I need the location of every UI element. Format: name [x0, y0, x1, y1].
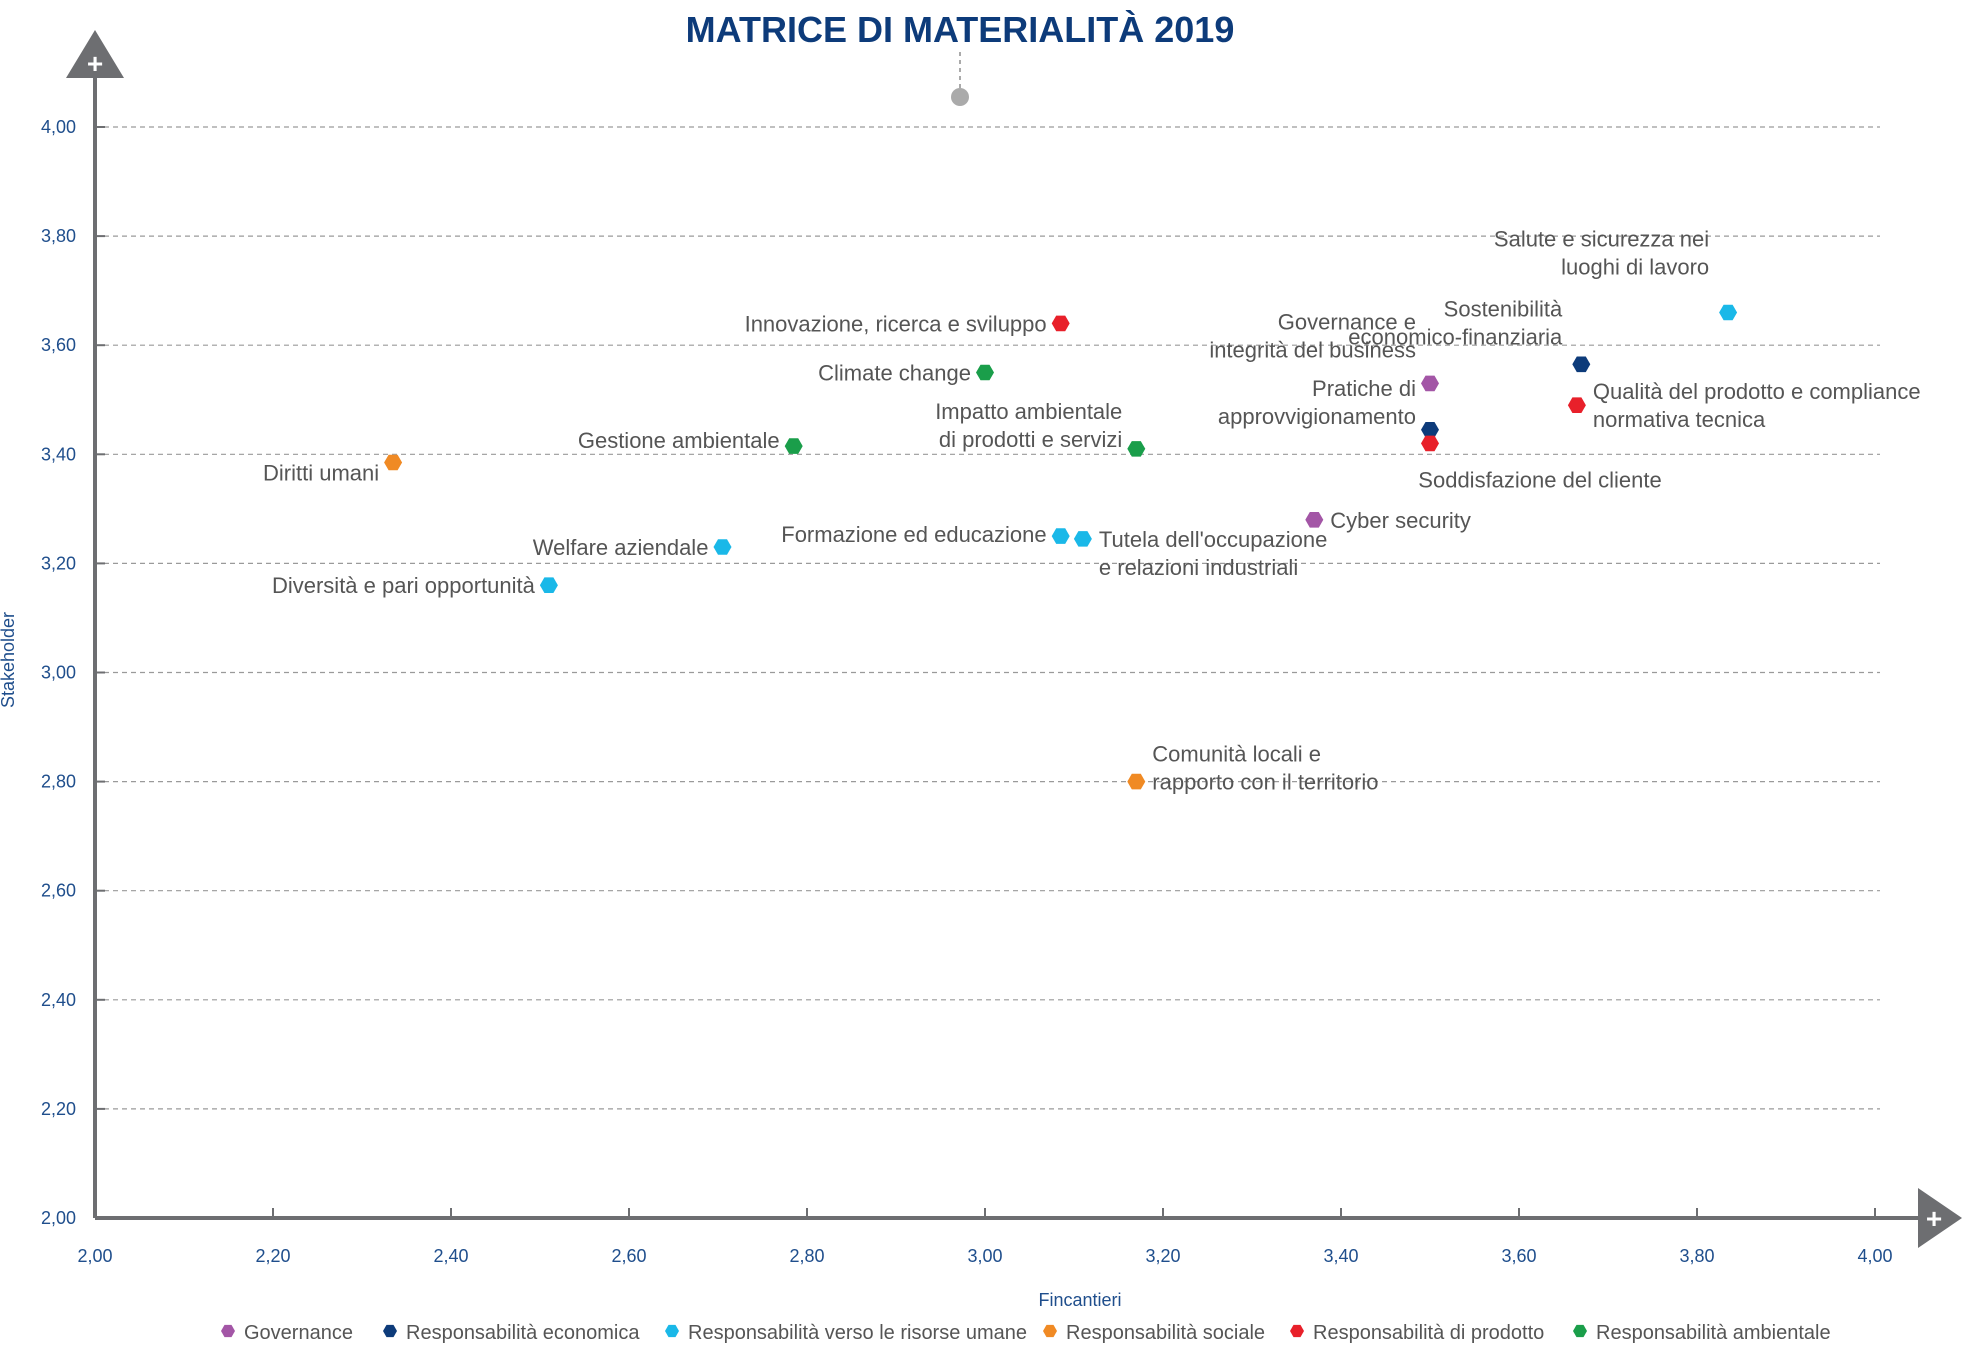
data-point-marker	[1127, 441, 1146, 457]
y-tick-label: 4,00	[41, 117, 76, 137]
data-point-marker	[1421, 375, 1439, 392]
data-point-label: Gestione ambientale	[578, 428, 780, 453]
data-point-marker	[1127, 773, 1146, 790]
data-points: Governance e integrità del business Cyber …	[263, 226, 1921, 794]
data-point-label: rapporto con il territorio	[1152, 770, 1378, 795]
x-tick-label: 3,60	[1501, 1246, 1536, 1266]
chart-title: MATRICE DI MATERIALITÀ 2019	[686, 9, 1235, 50]
data-point-label: Impatto ambientale	[935, 399, 1122, 424]
y-tick-label: 3,40	[41, 444, 76, 464]
x-axis-arrow-icon	[1918, 1188, 1962, 1248]
x-tick-label: 2,40	[433, 1246, 468, 1266]
y-axis-label: Stakeholder	[0, 612, 18, 708]
data-point-marker	[976, 364, 994, 381]
data-point-label: normativa tecnica	[1593, 407, 1766, 432]
y-tick-label: 3,80	[41, 226, 76, 246]
data-point-label: integrità del business	[1209, 337, 1416, 362]
legend-marker	[1043, 1324, 1057, 1338]
y-tick-label: 2,60	[41, 881, 76, 901]
x-tick-label: 3,00	[967, 1246, 1002, 1266]
data-point-label: Diversità e pari opportunità	[272, 573, 536, 598]
data-point-marker	[1567, 397, 1586, 413]
gridlines	[95, 126, 1880, 1110]
x-axis-plus-icon: +	[1926, 1203, 1942, 1234]
legend-label: Responsabilità sociale	[1066, 1322, 1265, 1344]
data-point-marker	[1572, 356, 1591, 373]
data-point-label: Soddisfazione del cliente	[1418, 467, 1661, 492]
data-point-label: Cyber security	[1330, 508, 1471, 533]
legend: Governance Responsabilità economica Respon…	[221, 1322, 1831, 1344]
data-point-label: Diritti umani	[263, 460, 379, 485]
data-point-label: approvvigionamento	[1218, 404, 1416, 429]
data-point-marker	[384, 454, 403, 471]
y-tick-label: 3,00	[41, 663, 76, 683]
data-point-label: economico-finanziaria	[1348, 324, 1563, 349]
data-point-marker	[1051, 315, 1070, 332]
data-point-marker	[784, 438, 803, 454]
y-tick-label: 2,80	[41, 772, 76, 792]
data-point-label: Tutela dell'occupazione	[1099, 527, 1327, 552]
legend-label: Responsabilità di prodotto	[1313, 1322, 1544, 1344]
data-point-label: Governance e	[1278, 309, 1416, 334]
legend-label: Governance	[244, 1322, 353, 1344]
data-point-label: Climate change	[818, 360, 971, 385]
y-tick-label: 3,60	[41, 335, 76, 355]
x-tick-label: 2,00	[77, 1246, 112, 1266]
legend-label: Responsabilità ambientale	[1596, 1322, 1831, 1344]
data-point-marker	[1421, 422, 1439, 438]
x-tick-label: 3,80	[1679, 1246, 1714, 1266]
data-point-label: di prodotti e servizi	[939, 427, 1122, 452]
legend-marker	[1290, 1324, 1304, 1338]
data-point-label: luoghi di lavoro	[1561, 254, 1709, 279]
y-tick-label: 2,00	[41, 1208, 76, 1228]
y-axis-arrow-icon	[66, 30, 124, 78]
data-point-label: Qualità del prodotto e compliance	[1593, 379, 1921, 404]
data-point-marker	[1305, 512, 1324, 528]
data-point-label: Formazione ed educazione	[781, 522, 1046, 547]
data-point-marker	[1051, 528, 1070, 544]
legend-marker	[1573, 1324, 1587, 1338]
y-tick-label: 3,20	[41, 553, 76, 573]
data-point-marker	[1719, 304, 1738, 321]
data-point-marker	[1073, 531, 1092, 547]
data-point-label: e relazioni industriali	[1099, 555, 1298, 580]
x-tick-label: 2,80	[789, 1246, 824, 1266]
legend-marker	[383, 1324, 397, 1338]
legend-marker	[665, 1324, 679, 1338]
data-point-label: Pratiche di	[1312, 376, 1416, 401]
data-point-label: Innovazione, ricerca e sviluppo	[745, 311, 1047, 336]
data-point-label: Salute e sicurezza nei	[1494, 226, 1709, 251]
x-tick-label: 2,20	[255, 1246, 290, 1266]
x-tick-label: 3,40	[1323, 1246, 1358, 1266]
title-marker-dot	[951, 88, 969, 106]
data-point-label: Sostenibilità	[1444, 296, 1563, 321]
x-tick-label: 4,00	[1857, 1246, 1892, 1266]
data-point-marker	[713, 539, 732, 555]
x-tick-label: 3,20	[1145, 1246, 1180, 1266]
data-point-marker	[539, 577, 558, 593]
x-axis-label: Fincantieri	[1038, 1290, 1121, 1310]
data-point-label: Comunità locali e	[1152, 742, 1321, 767]
x-tick-label: 2,60	[611, 1246, 646, 1266]
tick-labels: 2,00 2,20 2,40 2,60 2,80 3,00 3,20 3,40 3,60 3,80…	[41, 117, 1893, 1266]
y-tick-label: 2,40	[41, 990, 76, 1010]
axes: ++	[66, 30, 1962, 1248]
y-axis-plus-icon: +	[87, 48, 103, 79]
data-point-label: Welfare aziendale	[533, 535, 709, 560]
legend-marker	[221, 1324, 235, 1338]
legend-label: Responsabilità economica	[406, 1322, 640, 1344]
data-point-marker	[1421, 435, 1439, 452]
legend-label: Responsabilità verso le risorse umane	[688, 1322, 1027, 1344]
y-tick-label: 2,20	[41, 1099, 76, 1119]
